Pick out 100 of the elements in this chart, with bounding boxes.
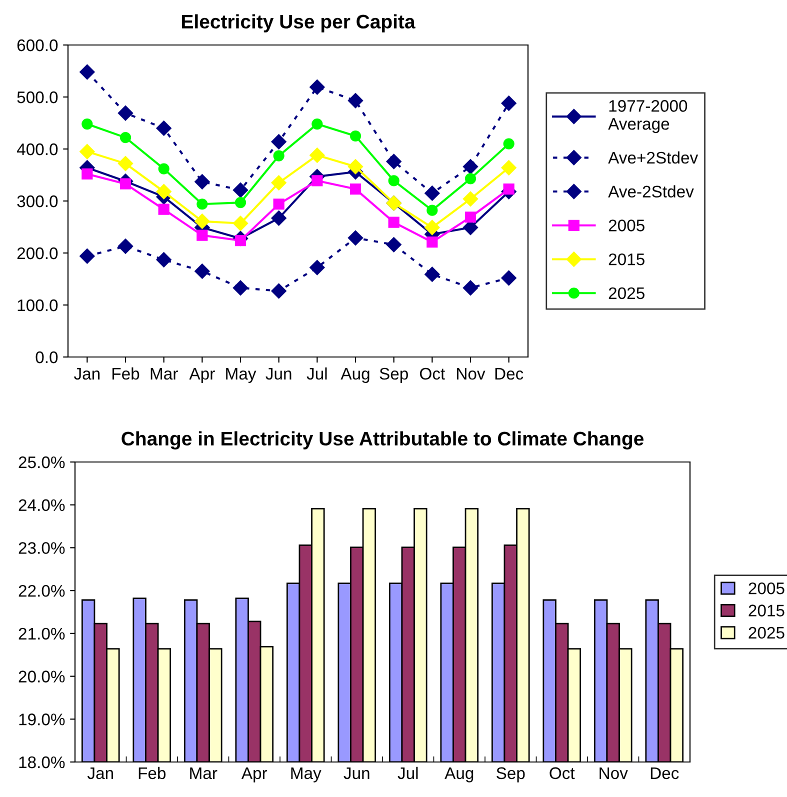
point [310, 260, 325, 276]
legend-label: 2015 [608, 253, 644, 266]
point [271, 210, 286, 226]
point [388, 175, 400, 186]
point [464, 173, 476, 184]
x-tick-label: Mar [150, 368, 178, 380]
point [501, 160, 516, 176]
point [501, 270, 516, 286]
point [424, 220, 440, 236]
point [118, 238, 134, 254]
x-tick-label: Aug [444, 767, 474, 782]
point [501, 96, 516, 111]
point [348, 230, 364, 246]
point [118, 106, 134, 121]
y-tick-label: 500.0 [17, 91, 58, 104]
x-tick-label: Apr [241, 767, 268, 782]
point [82, 118, 93, 130]
point [196, 230, 208, 241]
x-tick-label: May [226, 368, 256, 383]
point [388, 216, 400, 228]
point [120, 178, 132, 190]
point [426, 204, 438, 216]
point [462, 159, 478, 174]
y-tick-label: 25.0% [18, 456, 65, 468]
point [426, 236, 438, 248]
point [156, 184, 172, 200]
legend-label: Ave-2Stdev [608, 185, 694, 198]
x-tick-label: Nov [600, 767, 628, 780]
x-tick-label: Sep [496, 767, 525, 782]
point [464, 212, 476, 223]
x-tick-label: Feb [138, 766, 166, 780]
point [194, 214, 210, 229]
legend-label: 2015 [748, 604, 784, 616]
point [232, 280, 248, 296]
point [312, 118, 323, 130]
y-tick-label: 200.0 [17, 247, 58, 260]
point [462, 191, 478, 206]
x-tick-label: Oct [420, 368, 446, 380]
point [82, 168, 93, 180]
x-tick-label: May [291, 767, 322, 782]
point [503, 138, 514, 150]
point [234, 197, 246, 208]
y-tick-label: 24.0% [18, 499, 65, 512]
y-tick-label: 22.0% [18, 584, 65, 597]
point [120, 132, 132, 144]
point [271, 283, 286, 299]
point [80, 144, 95, 160]
x-tick-label: Sep [380, 368, 408, 383]
point [194, 174, 210, 190]
point [424, 266, 440, 282]
y-tick-label: 600.0 [17, 39, 58, 52]
point [158, 163, 170, 174]
point [156, 252, 172, 268]
point [348, 159, 364, 174]
y-tick-label: 21.0% [18, 628, 65, 640]
point [348, 93, 364, 108]
legend-label: 1977-2000 Average [608, 100, 688, 134]
y-tick-label: 20.0% [18, 670, 65, 682]
point [158, 204, 170, 215]
x-tick-label: Nov [457, 368, 486, 380]
y-tick-label: 23.0% [18, 542, 65, 554]
point [312, 175, 323, 186]
y-tick-label: 100.0 [18, 299, 58, 312]
y-tick-label: 300.0 [17, 195, 58, 208]
x-tick-label: Aug [340, 368, 370, 383]
x-tick-label: Jul [306, 367, 327, 380]
x-tick-label: Jan [87, 767, 113, 780]
point [232, 216, 248, 231]
legend-label: 2025 [748, 626, 784, 639]
point [118, 156, 134, 172]
point [194, 264, 210, 279]
point [310, 148, 325, 163]
chart-title: Change in Electricity Use Attributable to Climate Change [122, 431, 644, 450]
y-tick-label: 18.0% [19, 756, 65, 768]
x-tick-label: Jan [74, 368, 100, 380]
y-tick-label: 0.0 [36, 351, 58, 364]
point [232, 182, 248, 198]
x-tick-label: Jun [344, 767, 370, 780]
x-tick-label: Mar [190, 767, 218, 780]
chart-title: Electricity Use per Capita [182, 14, 416, 32]
point [271, 175, 286, 190]
x-tick-label: Dec [495, 368, 524, 380]
x-tick-label: Dec [650, 767, 679, 780]
point [503, 183, 514, 195]
point [80, 64, 95, 80]
point [273, 198, 284, 210]
point [310, 80, 325, 95]
point [350, 130, 362, 142]
point [386, 154, 402, 170]
y-tick-label: 19.0% [19, 714, 65, 726]
legend-label: 2025 [608, 287, 644, 300]
legend-label: 2005 [608, 220, 644, 232]
legend-label: Ave+2Stdev [608, 151, 698, 164]
point [80, 248, 95, 264]
legend-label: 2005 [748, 582, 784, 594]
point [386, 237, 402, 252]
x-tick-label: Apr [189, 368, 215, 383]
x-tick-label: Oct [550, 767, 575, 780]
point [424, 186, 440, 201]
point [196, 198, 208, 210]
